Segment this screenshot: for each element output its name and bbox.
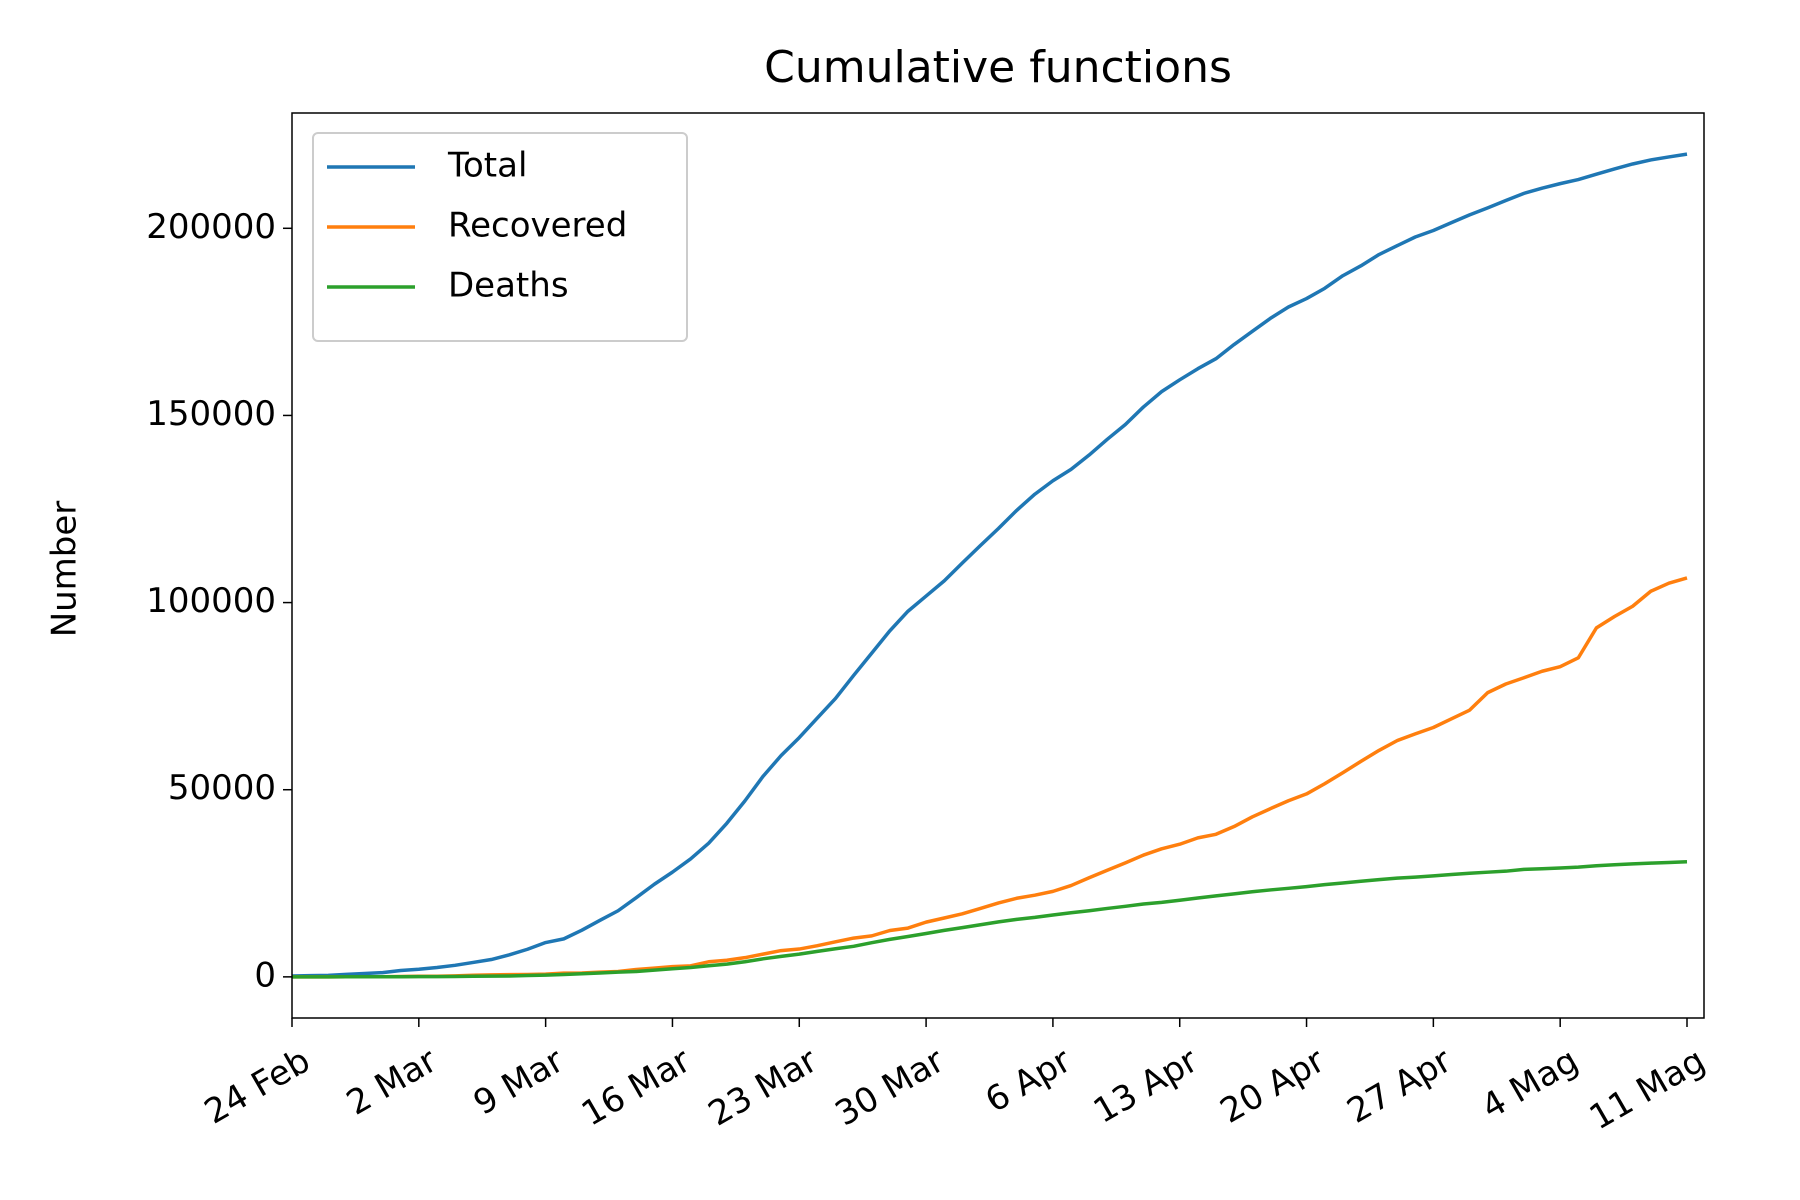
y-axis-label: Number bbox=[45, 501, 85, 638]
y-tick-label: 50000 bbox=[168, 768, 276, 808]
x-tick-label: 4 Mag bbox=[1475, 1041, 1585, 1128]
x-tick-label: 27 Apr bbox=[1340, 1041, 1458, 1132]
x-tick-label: 9 Mar bbox=[467, 1041, 571, 1124]
x-tick-label: 13 Apr bbox=[1087, 1041, 1205, 1132]
legend-label: Deaths bbox=[448, 266, 569, 306]
y-tick-label: 0 bbox=[254, 955, 276, 995]
x-tick-label: 16 Mar bbox=[575, 1041, 697, 1135]
x-tick-label: 20 Apr bbox=[1214, 1041, 1332, 1132]
legend-box bbox=[312, 132, 688, 342]
x-tick-label: 30 Mar bbox=[829, 1041, 951, 1135]
series-line bbox=[291, 152, 1688, 978]
x-tick-label: 24 Feb bbox=[198, 1041, 317, 1133]
x-tick-label: 6 Apr bbox=[979, 1041, 1078, 1121]
legend-label: Recovered bbox=[448, 206, 627, 246]
y-tick-label: 200000 bbox=[146, 207, 276, 247]
chart-title: Cumulative functions bbox=[764, 42, 1232, 93]
plot-frame bbox=[291, 112, 1705, 1019]
series-line bbox=[291, 860, 1688, 979]
x-tick-label: 11 Mag bbox=[1583, 1041, 1712, 1139]
x-tick-label: 23 Mar bbox=[702, 1041, 824, 1135]
x-tick-label: 2 Mar bbox=[340, 1041, 444, 1124]
y-tick-label: 150000 bbox=[146, 394, 276, 434]
y-tick-label: 100000 bbox=[146, 581, 276, 621]
legend-label: Total bbox=[447, 146, 527, 186]
series-line bbox=[292, 576, 1688, 979]
